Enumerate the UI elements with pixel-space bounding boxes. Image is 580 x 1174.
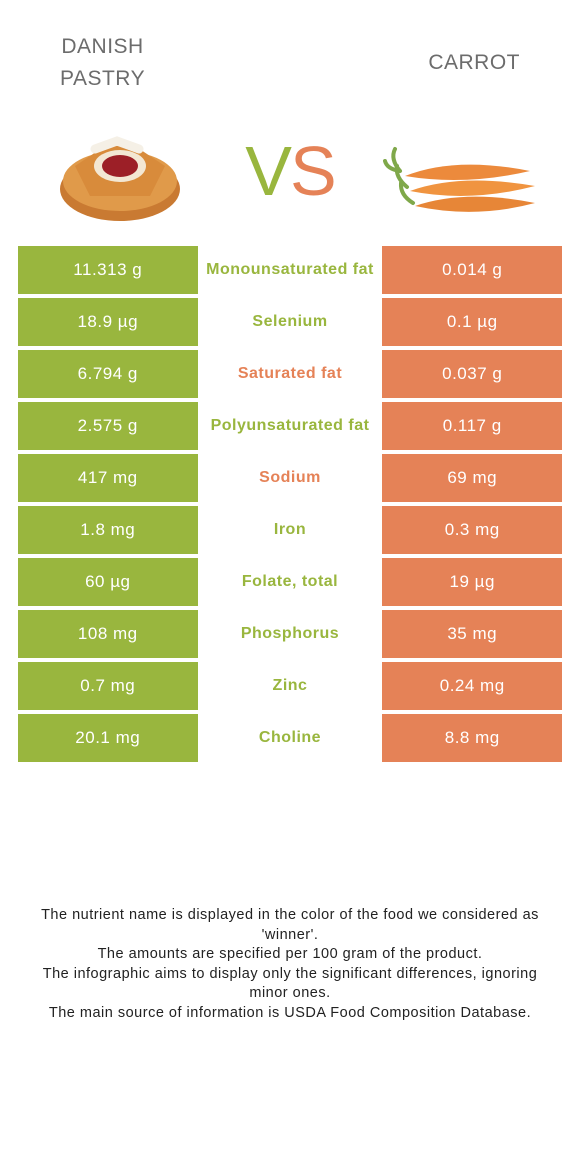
left-food-title: Danish pastry	[60, 28, 145, 91]
table-row: 20.1 mgCholine8.8 mg	[18, 714, 562, 762]
nutrient-label: Folate, total	[198, 558, 383, 606]
right-food-title: Carrot	[428, 44, 520, 76]
left-value: 60 µg	[18, 558, 198, 606]
nutrient-label: Polyunsaturated fat	[198, 402, 383, 450]
left-value: 2.575 g	[18, 402, 198, 450]
nutrient-label: Sodium	[198, 454, 383, 502]
footnote-line: The infographic aims to display only the…	[40, 965, 540, 1004]
comparison-table: 11.313 gMonounsaturated fat0.014 g18.9 µ…	[0, 246, 580, 762]
table-row: 18.9 µgSelenium0.1 µg	[18, 298, 562, 346]
vs-label: VS	[245, 131, 334, 211]
nutrient-label: Monounsaturated fat	[198, 246, 383, 294]
right-value: 0.3 mg	[382, 506, 562, 554]
table-row: 6.794 gSaturated fat0.037 g	[18, 350, 562, 398]
vs-s: S	[290, 132, 335, 210]
footnote-line: The amounts are specified per 100 gram o…	[40, 945, 540, 965]
left-value: 6.794 g	[18, 350, 198, 398]
table-row: 60 µgFolate, total19 µg	[18, 558, 562, 606]
footnote-line: The main source of information is USDA F…	[40, 1004, 540, 1024]
right-value: 0.037 g	[382, 350, 562, 398]
right-value: 0.117 g	[382, 402, 562, 450]
nutrient-label: Zinc	[198, 662, 383, 710]
right-value: 8.8 mg	[382, 714, 562, 762]
table-row: 108 mgPhosphorus35 mg	[18, 610, 562, 658]
footnotes: The nutrient name is displayed in the co…	[0, 766, 580, 1023]
table-row: 2.575 gPolyunsaturated fat0.117 g	[18, 402, 562, 450]
header: Danish pastry Carrot	[0, 0, 580, 101]
nutrient-label: Phosphorus	[198, 610, 383, 658]
left-value: 0.7 mg	[18, 662, 198, 710]
table-row: 1.8 mgIron0.3 mg	[18, 506, 562, 554]
nutrient-label: Iron	[198, 506, 383, 554]
nutrient-label: Selenium	[198, 298, 383, 346]
right-food-image	[375, 111, 545, 231]
nutrient-label: Saturated fat	[198, 350, 383, 398]
right-value: 0.24 mg	[382, 662, 562, 710]
left-value: 11.313 g	[18, 246, 198, 294]
left-value: 18.9 µg	[18, 298, 198, 346]
right-value: 19 µg	[382, 558, 562, 606]
left-value: 1.8 mg	[18, 506, 198, 554]
table-row: 417 mgSodium69 mg	[18, 454, 562, 502]
right-value: 35 mg	[382, 610, 562, 658]
left-value: 20.1 mg	[18, 714, 198, 762]
vs-v: V	[245, 132, 290, 210]
nutrient-label: Choline	[198, 714, 383, 762]
left-title-line2: pastry	[60, 59, 145, 92]
left-food-image	[35, 111, 205, 231]
left-value: 417 mg	[18, 454, 198, 502]
right-value: 0.1 µg	[382, 298, 562, 346]
left-title-line1: Danish	[61, 27, 143, 60]
table-row: 11.313 gMonounsaturated fat0.014 g	[18, 246, 562, 294]
images-row: VS	[0, 101, 580, 246]
right-value: 69 mg	[382, 454, 562, 502]
right-value: 0.014 g	[382, 246, 562, 294]
table-row: 0.7 mgZinc0.24 mg	[18, 662, 562, 710]
footnote-line: The nutrient name is displayed in the co…	[40, 906, 540, 945]
left-value: 108 mg	[18, 610, 198, 658]
